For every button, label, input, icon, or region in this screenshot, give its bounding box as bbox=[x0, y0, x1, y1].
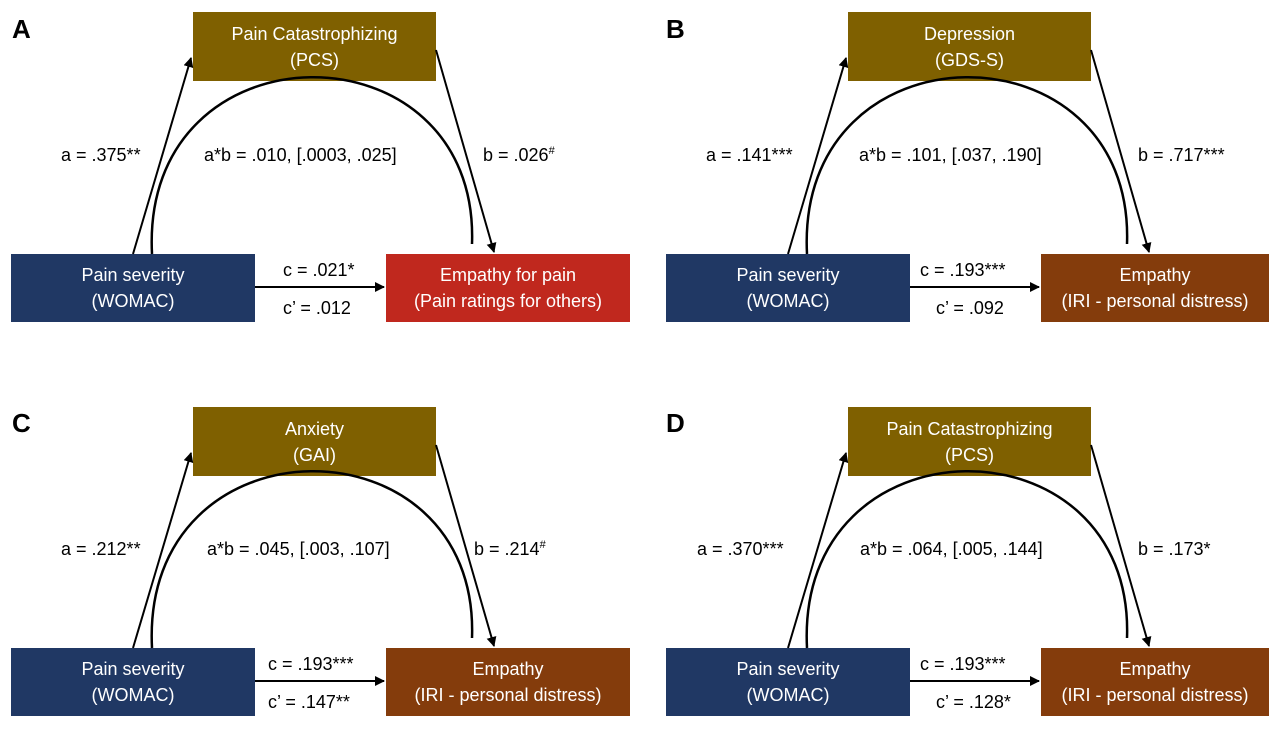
path-a-arrow bbox=[132, 452, 194, 649]
mediator-measure: (GDS-S) bbox=[935, 49, 1004, 70]
outcome-box: Empathy (IRI - personal distress) bbox=[386, 648, 630, 716]
path-b-marker: # bbox=[539, 539, 546, 551]
outcome-measure: (IRI - personal distress) bbox=[1061, 685, 1249, 705]
predictor-name: Pain severity bbox=[81, 659, 185, 679]
predictor-box: Pain severity (WOMAC) bbox=[666, 648, 910, 716]
outcome-name: Empathy bbox=[1119, 265, 1191, 285]
total-effect-label: c = .193*** bbox=[920, 260, 1006, 280]
path-a-arrow bbox=[787, 452, 849, 649]
indirect-effect-arc bbox=[805, 76, 1129, 255]
path-b-label: b = .026# bbox=[483, 145, 555, 166]
mediator-measure: (GAI) bbox=[293, 444, 336, 465]
predictor-measure: (WOMAC) bbox=[91, 685, 175, 705]
path-a-label: a = .375** bbox=[61, 145, 141, 165]
predictor-box: Pain severity (WOMAC) bbox=[11, 648, 255, 716]
path-b-arrow bbox=[435, 49, 497, 253]
path-a-arrow bbox=[132, 57, 194, 255]
path-b-arrow bbox=[1090, 49, 1152, 253]
direct-effect-label: c’ = .128* bbox=[936, 692, 1011, 712]
outcome-name: Empathy for pain bbox=[439, 265, 577, 285]
outcome-box: Empathy (IRI - personal distress) bbox=[1041, 648, 1269, 716]
predictor-name: Pain severity bbox=[736, 659, 840, 679]
indirect-effect-label: a*b = .045, [.003, .107] bbox=[207, 539, 390, 559]
predictor-box: Pain severity (WOMAC) bbox=[666, 254, 910, 322]
mediator-box: Anxiety (GAI) bbox=[193, 407, 436, 476]
path-b-marker: # bbox=[548, 145, 555, 157]
mediator-measure: (PCS) bbox=[945, 444, 994, 465]
outcome-measure: (IRI - personal distress) bbox=[414, 685, 602, 705]
outcome-name: Empathy bbox=[1119, 659, 1191, 679]
path-b-arrow bbox=[1090, 444, 1152, 647]
path-a-arrow bbox=[787, 57, 849, 255]
outcome-measure: (IRI - personal distress) bbox=[1061, 291, 1249, 311]
path-a-label: a = .370*** bbox=[697, 539, 784, 559]
panel-letter: C bbox=[12, 408, 31, 438]
path-a-label: a = .141*** bbox=[706, 145, 793, 165]
indirect-effect-label: a*b = .064, [.005, .144] bbox=[860, 539, 1043, 559]
predictor-box: Pain severity (WOMAC) bbox=[11, 254, 255, 322]
path-b-value: b = .717*** bbox=[1138, 145, 1225, 165]
path-a-label: a = .212** bbox=[61, 539, 141, 559]
path-arrows bbox=[132, 444, 497, 686]
outcome-name: Empathy bbox=[472, 659, 544, 679]
predictor-measure: (WOMAC) bbox=[746, 291, 830, 311]
predictor-measure: (WOMAC) bbox=[746, 685, 830, 705]
path-b-label: b = .717*** bbox=[1138, 145, 1225, 166]
outcome-box: Empathy for pain (Pain ratings for other… bbox=[386, 254, 630, 322]
panel-a: A Pain Catastrophizing (PCS) Pain severi… bbox=[0, 0, 636, 356]
path-b-label: b = .173* bbox=[1138, 539, 1211, 559]
panel-letter: D bbox=[666, 408, 685, 438]
indirect-effect-label: a*b = .101, [.037, .190] bbox=[859, 145, 1042, 165]
total-effect-label: c = .193*** bbox=[268, 654, 354, 674]
direct-effect-label: c’ = .092 bbox=[936, 298, 1004, 318]
mediator-name: Pain Catastrophizing bbox=[231, 23, 398, 44]
mediator-measure: (PCS) bbox=[290, 49, 339, 70]
mediator-name: Anxiety bbox=[284, 418, 345, 439]
panel-letter: A bbox=[12, 14, 31, 44]
predictor-name: Pain severity bbox=[81, 265, 185, 285]
indirect-effect-arc bbox=[150, 76, 474, 255]
mediator-name: Pain Catastrophizing bbox=[886, 418, 1053, 439]
outcome-box: Empathy (IRI - personal distress) bbox=[1041, 254, 1269, 322]
indirect-effect-label: a*b = .010, [.0003, .025] bbox=[204, 145, 397, 165]
mediator-name: Depression bbox=[923, 23, 1016, 44]
panel-d: D Pain Catastrophizing (PCS) Pain severi… bbox=[636, 396, 1272, 752]
path-b-value: b = .026 bbox=[483, 145, 549, 165]
path-b-label: b = .214# bbox=[474, 539, 546, 560]
direct-effect-label: c’ = .147** bbox=[268, 692, 350, 712]
direct-effect-label: c’ = .012 bbox=[283, 298, 351, 318]
mediator-box: Pain Catastrophizing (PCS) bbox=[848, 407, 1091, 476]
predictor-name: Pain severity bbox=[736, 265, 840, 285]
panel-c: C Anxiety (GAI) Pain severity (WOMAC) Em… bbox=[0, 396, 636, 752]
path-b-arrow bbox=[435, 444, 497, 647]
total-effect-label: c = .193*** bbox=[920, 654, 1006, 674]
path-arrows bbox=[132, 49, 497, 292]
panel-letter: B bbox=[666, 14, 685, 44]
indirect-effect-arc bbox=[805, 470, 1129, 649]
path-b-value: b = .214 bbox=[474, 539, 540, 559]
path-arrows bbox=[787, 444, 1152, 686]
panel-b: B Depression (GDS-S) Pain severity (WOMA… bbox=[636, 0, 1272, 356]
mediator-box: Pain Catastrophizing (PCS) bbox=[193, 12, 436, 81]
total-effect-label: c = .021* bbox=[283, 260, 355, 280]
mediator-box: Depression (GDS-S) bbox=[848, 12, 1091, 81]
indirect-effect-arc bbox=[150, 470, 474, 649]
path-arrows bbox=[787, 49, 1152, 292]
outcome-measure: (Pain ratings for others) bbox=[413, 291, 603, 311]
predictor-measure: (WOMAC) bbox=[91, 291, 175, 311]
